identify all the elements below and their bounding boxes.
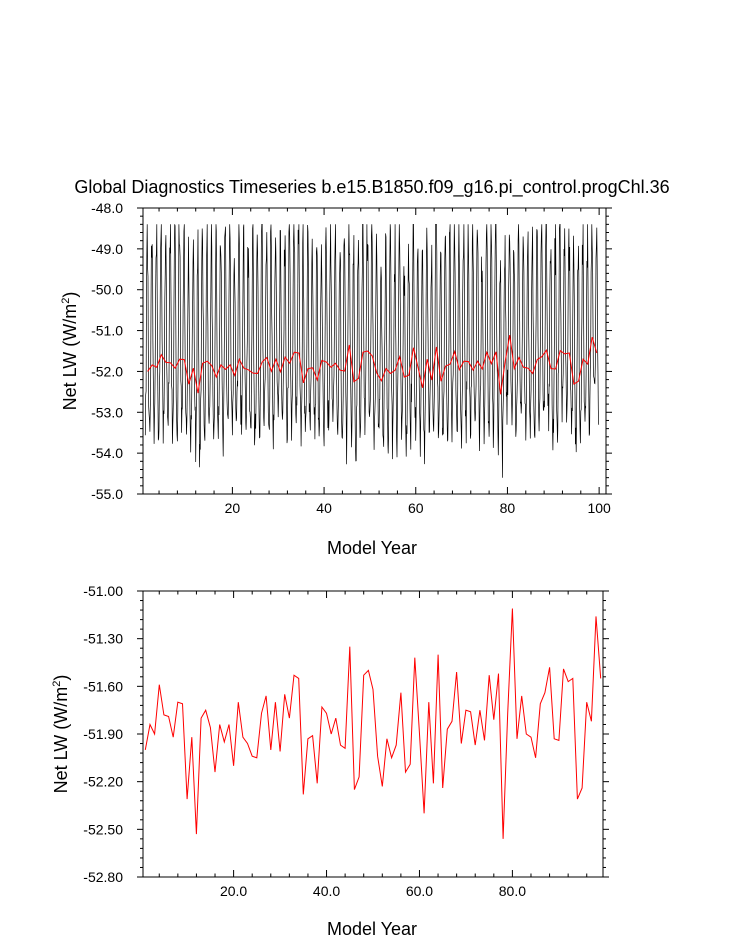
y-tick-label: -55.0 [91,486,123,502]
y-axis-title-sup: 2 [51,681,63,687]
x-tick-label: 40.0 [313,883,340,899]
chart-title: Global Diagnostics Timeseries b.e15.B185… [74,177,669,198]
y-tick-label: -51.0 [91,323,123,339]
y-tick-label: -52.50 [83,821,123,837]
axis-ticks-bottom [137,590,609,878]
y-tick-label: -53.0 [91,404,123,420]
x-tick-label: 80 [500,500,516,516]
y-axis-title-tail: ) [51,675,71,681]
y-axis-title-main: Net LW (W/m [51,687,71,794]
y-tick-label: -51.00 [83,583,123,599]
axis-ticks-top [137,207,612,495]
chart-top: Global Diagnostics Timeseries b.e15.B185… [60,177,670,558]
y-tick-label: -51.60 [83,678,123,694]
series-line-annual [144,608,602,839]
chart-bottom: 20.0 40.0 60.0 80.0 -52.80 -52.50 -52.20 -51.9… [51,583,609,939]
y-tick-label: -51.90 [83,726,123,742]
y-axis-title-sup: 2 [60,298,72,304]
y-tick-label: -51.30 [83,631,123,647]
y-tick-label: -48.0 [91,200,123,216]
y-axis-title-main: Net LW (W/m [60,304,80,411]
x-axis-title-top: Model Year [327,538,417,558]
series-line-annual-top [147,335,598,395]
y-tick-label: -54.0 [91,445,123,461]
x-tick-label: 80.0 [499,883,526,899]
series-line-monthly [144,223,600,478]
y-tick-label: -49.0 [91,241,123,257]
x-tick-label: 100 [587,500,611,516]
x-tick-label: 60.0 [406,883,433,899]
y-tick-label: -52.0 [91,363,123,379]
y-tick-label: -52.20 [83,774,123,790]
x-tick-label: 60 [408,500,424,516]
y-tick-label: -52.80 [83,869,123,885]
y-axis-title-bottom: Net LW (W/m2) [51,675,71,794]
x-tick-labels-top: 20 40 60 80 100 [225,500,611,516]
series-points-annual [145,608,600,838]
plot-frame-bottom [142,590,604,878]
x-tick-labels-bottom: 20.0 40.0 60.0 80.0 [220,883,526,899]
x-tick-label: 20.0 [220,883,247,899]
y-tick-labels-top: -55.0 -54.0 -53.0 -52.0 -51.0 -50.0 -49.0 -48.0 [91,200,123,502]
plot-frame-top [142,207,607,495]
y-tick-labels-bottom: -52.80 -52.50 -52.20 -51.90 -51.60 -51.30 -51.… [83,583,123,885]
x-axis-title-bottom: Model Year [327,919,417,939]
y-axis-title-top: Net LW (W/m2) [60,292,80,411]
x-tick-label: 40 [316,500,332,516]
y-axis-title-tail: ) [60,292,80,298]
x-tick-label: 20 [225,500,241,516]
y-tick-label: -50.0 [91,282,123,298]
